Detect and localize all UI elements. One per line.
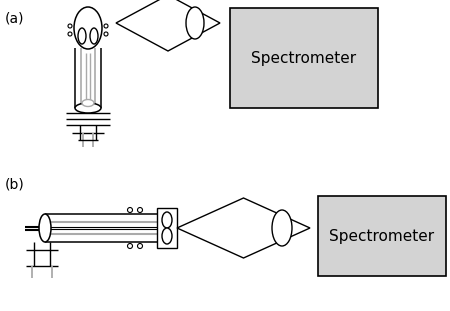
Ellipse shape [74,7,102,49]
Ellipse shape [68,24,72,28]
Ellipse shape [82,100,94,106]
Ellipse shape [138,207,143,212]
Ellipse shape [78,28,86,44]
Ellipse shape [272,210,292,246]
Bar [157,208,177,248]
Ellipse shape [68,32,72,36]
Polygon shape [177,198,310,258]
Ellipse shape [104,24,108,28]
Text: (a): (a) [5,12,24,26]
Ellipse shape [90,28,98,44]
Bar [230,8,378,108]
Bar [318,196,446,276]
Ellipse shape [75,103,101,113]
Text: (b): (b) [5,178,25,192]
Ellipse shape [138,244,143,248]
Text: Spectrometer: Spectrometer [329,229,435,244]
Ellipse shape [127,244,132,248]
Ellipse shape [162,228,172,244]
Ellipse shape [162,212,172,228]
Ellipse shape [39,214,51,242]
Ellipse shape [104,32,108,36]
Ellipse shape [186,7,204,39]
Text: Spectrometer: Spectrometer [252,50,356,66]
Polygon shape [116,0,220,51]
Ellipse shape [127,207,132,212]
